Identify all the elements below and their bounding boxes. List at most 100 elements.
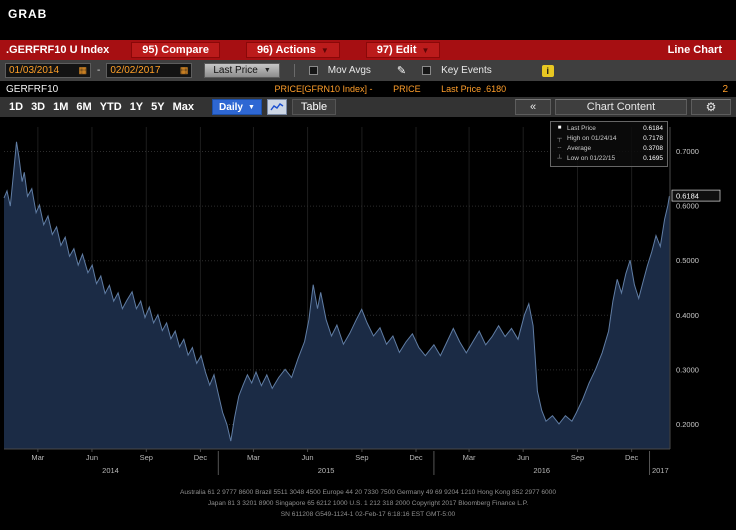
- toolbar-divider: [293, 64, 295, 77]
- status-row: GERFRF10 PRICE[GFRN10 Index] - PRICE Las…: [0, 81, 736, 97]
- range-1m-button[interactable]: 1M: [49, 100, 72, 114]
- chevron-down-icon: ▼: [320, 45, 329, 55]
- collapse-icon: «: [529, 101, 537, 113]
- average-marker-icon: ╌: [557, 145, 562, 153]
- security-title: .GERFRF10 U Index: [6, 44, 110, 56]
- compare-button[interactable]: 95) Compare: [131, 42, 220, 58]
- last-price-label: Last Price .6180: [441, 84, 507, 94]
- chart-mode-label: Line Chart: [667, 44, 722, 56]
- last-price-marker-icon: ■: [557, 125, 562, 132]
- month-label: Sep: [571, 453, 584, 462]
- chevron-down-icon: ▼: [263, 67, 271, 74]
- range-ytd-button[interactable]: YTD: [96, 100, 126, 114]
- range-1d-button[interactable]: 1D: [5, 100, 27, 114]
- legend-low: ┴ Low on 01/22/15 0.1695: [555, 154, 663, 164]
- footer-line-2: Japan 81 3 3201 8900 Singapore 65 6212 1…: [207, 499, 529, 507]
- legend-value: 0.6184: [643, 125, 663, 132]
- chart-area: 0.2000 0.3000 0.4000 0.5000 0.6000 0.7000 Mar J…: [0, 117, 736, 482]
- price-line: [3, 141, 670, 442]
- price-chart[interactable]: 0.2000 0.3000 0.4000 0.5000 0.6000 0.7000 Mar J…: [0, 117, 736, 482]
- mov-avgs-label: Mov Avgs: [327, 65, 371, 76]
- key-events-checkbox[interactable]: [422, 66, 432, 75]
- price-formula-text: PRICE[GFRN10 Index] - PRICE Last Price .…: [58, 84, 722, 94]
- field-label: PRICE: [393, 84, 421, 94]
- grab-row: GRAB: [0, 0, 736, 40]
- legend-value: 0.7178: [643, 135, 663, 143]
- end-date-field[interactable]: 02/02/2017 ▦: [106, 63, 193, 78]
- grab-label: GRAB: [8, 7, 48, 21]
- legend-last-price: ■ Last Price 0.6184: [555, 124, 663, 134]
- y-tick-label: 0.5000: [676, 256, 699, 265]
- month-label: Jun: [86, 453, 98, 462]
- last-price-axis-badge: [671, 189, 721, 202]
- settings-button[interactable]: ⚙: [691, 99, 731, 115]
- start-date-field[interactable]: 01/03/2014 ▦: [5, 63, 91, 78]
- y-tick-label: 0.3000: [676, 365, 699, 374]
- period-bar: 1D 3D 1M 6M YTD 1Y 5Y Max Daily ▼ Table …: [0, 97, 736, 117]
- ticker-label: GERFRF10: [6, 83, 59, 95]
- calendar-icon[interactable]: ▦: [78, 65, 87, 75]
- month-label: Dec: [409, 453, 423, 462]
- footer-line-3: SN 611208 G549-1124-1 02-Feb-17 6:18:16 …: [280, 510, 456, 518]
- month-label: Dec: [194, 453, 208, 462]
- table-button-label: Table: [300, 101, 328, 113]
- range-max-button[interactable]: Max: [169, 100, 198, 114]
- last-price-axis-value: 0.6184: [676, 192, 699, 201]
- gear-icon: ⚙: [705, 100, 717, 114]
- legend-value: 0.3708: [643, 145, 663, 153]
- range-5y-button[interactable]: 5Y: [147, 100, 168, 114]
- panel-number: 2: [722, 83, 728, 95]
- month-label: Mar: [31, 453, 44, 462]
- chart-content-label: Chart Content: [586, 101, 656, 113]
- month-label: Sep: [140, 453, 153, 462]
- annotate-pencil-icon[interactable]: ✎: [396, 65, 407, 77]
- low-marker-icon: ┴: [557, 155, 562, 163]
- table-button[interactable]: Table: [291, 99, 337, 115]
- month-label: Mar: [247, 453, 260, 462]
- end-date-value: 02/02/2017: [110, 65, 161, 76]
- range-6m-button[interactable]: 6M: [72, 100, 95, 114]
- collapse-panel-button[interactable]: «: [515, 99, 551, 115]
- year-label: 2015: [318, 466, 335, 475]
- mov-avgs-checkbox[interactable]: [308, 66, 318, 75]
- title-bar: .GERFRF10 U Index 95) Compare 96) Action…: [0, 40, 736, 60]
- chevron-down-icon: ▼: [421, 45, 430, 55]
- legend-label: Low on 01/22/15: [567, 155, 616, 163]
- chevron-down-icon: ▼: [247, 103, 255, 111]
- terminal-footer: Australia 61 2 9777 8600 Brazil 5511 304…: [0, 482, 736, 530]
- frequency-value: Daily: [219, 101, 243, 113]
- year-label: 2014: [102, 466, 119, 475]
- range-3d-button[interactable]: 3D: [27, 100, 49, 114]
- actions-button[interactable]: 96) Actions ▼: [245, 42, 340, 58]
- calendar-icon[interactable]: ▦: [179, 65, 189, 75]
- month-label: Sep: [355, 453, 368, 462]
- price-source-value: Last Price: [213, 65, 258, 76]
- y-tick-label: 0.7000: [676, 147, 699, 156]
- info-icon[interactable]: i: [541, 64, 554, 77]
- legend-value: 0.1695: [643, 155, 663, 163]
- chart-type-button[interactable]: [266, 99, 287, 115]
- year-label: 2017: [652, 466, 669, 475]
- legend-average: ╌ Average 0.3708: [555, 144, 663, 154]
- high-marker-icon: ┬: [557, 135, 562, 143]
- compare-button-label: 95) Compare: [142, 44, 209, 56]
- chart-content-button[interactable]: Chart Content: [555, 99, 687, 115]
- chart-legend[interactable]: ■ Last Price 0.6184 ┬ High on 01/24/14 0…: [550, 121, 668, 168]
- key-events-label: Key Events: [441, 65, 492, 76]
- range-1y-button[interactable]: 1Y: [126, 100, 147, 114]
- price-source-dropdown[interactable]: Last Price ▼: [204, 63, 280, 78]
- legend-high: ┬ High on 01/24/14 0.7178: [555, 134, 663, 144]
- legend-label: High on 01/24/14: [567, 135, 617, 143]
- y-tick-label: 0.2000: [676, 420, 699, 429]
- line-chart-icon: [270, 103, 284, 111]
- y-tick-label: 0.6000: [676, 202, 699, 211]
- edit-button[interactable]: 97) Edit ▼: [365, 42, 441, 58]
- actions-button-label: 96) Actions: [256, 44, 316, 56]
- frequency-dropdown[interactable]: Daily ▼: [212, 99, 262, 115]
- month-label: Mar: [463, 453, 476, 462]
- start-date-value: 01/03/2014: [9, 65, 60, 76]
- y-tick-label: 0.4000: [676, 311, 699, 320]
- date-range-separator: -: [97, 65, 101, 76]
- edit-button-label: 97) Edit: [376, 44, 417, 56]
